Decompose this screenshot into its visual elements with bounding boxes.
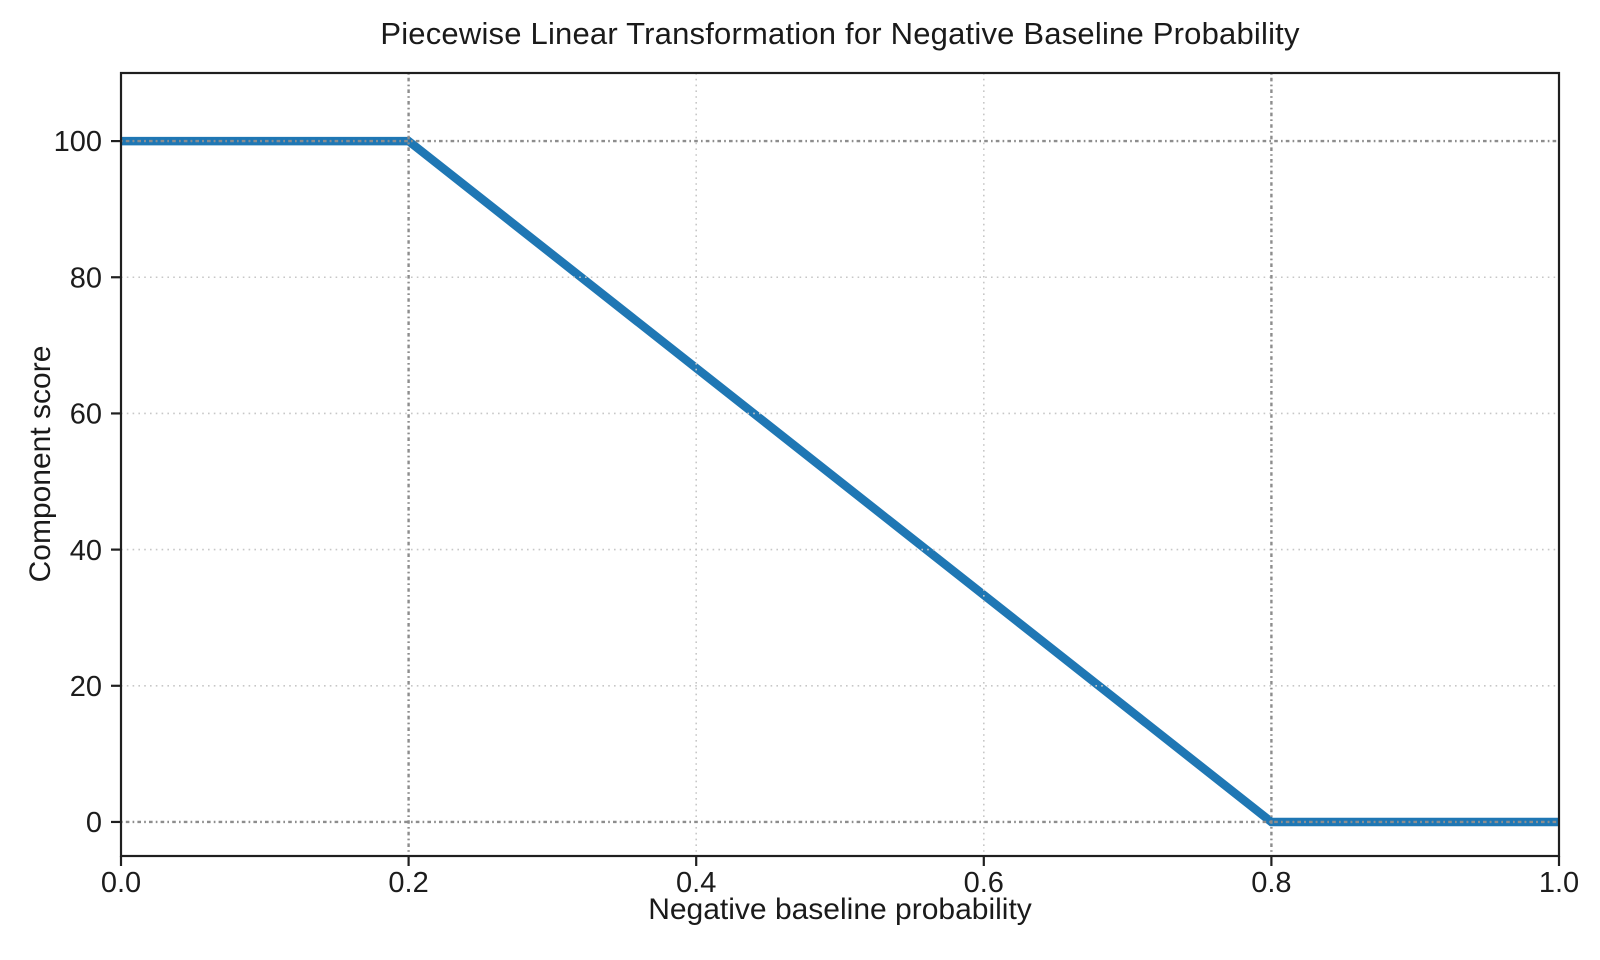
y-tick-label: 100 [54,126,102,158]
x-tick-label: 0.0 [101,867,141,899]
plot-border [119,71,1561,858]
x-tick-label: 0.6 [964,867,1004,899]
y-tick-label: 20 [70,671,102,703]
chart-title: Piecewise Linear Transformation for Nega… [380,16,1300,51]
x-tick-label: 1.0 [1539,867,1579,899]
x-axis-label: Negative baseline probability [648,893,1032,926]
y-tick-label: 40 [70,535,102,567]
y-tick-label: 0 [86,807,102,839]
x-tick-label: 0.8 [1251,867,1291,899]
x-tick-label: 0.4 [676,867,716,899]
y-tick-label: 60 [70,399,102,431]
x-tick-label: 0.2 [388,867,428,899]
series-line-component-score [121,136,1559,827]
y-tick-label: 80 [70,262,102,294]
